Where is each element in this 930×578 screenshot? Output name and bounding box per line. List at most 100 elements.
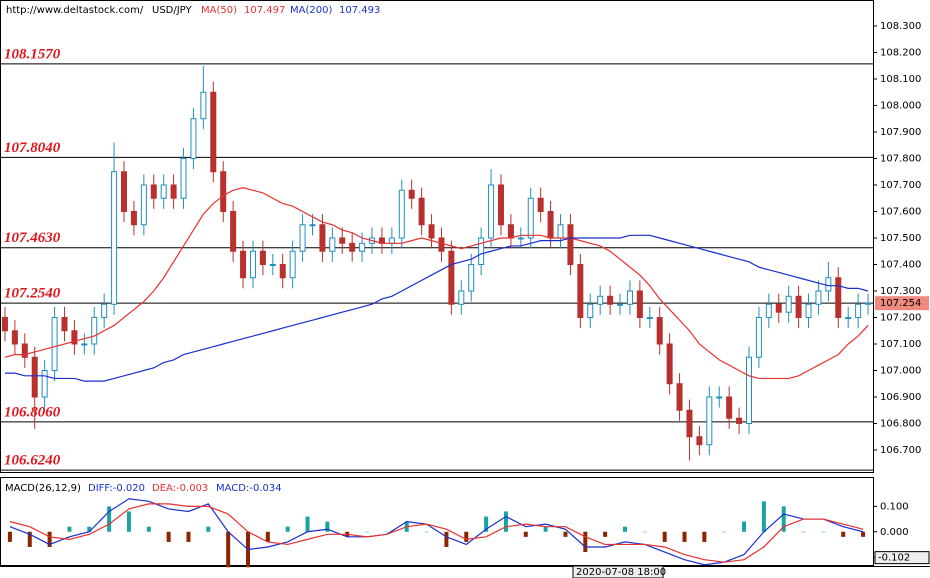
candle-body <box>716 396 723 399</box>
macd-bar <box>305 516 310 532</box>
macd-line <box>9 498 864 566</box>
macd-bar <box>742 521 747 532</box>
candle-body <box>865 302 872 305</box>
candle-body <box>478 237 485 265</box>
candle-body <box>468 263 475 292</box>
macd-bar <box>821 531 826 533</box>
price-tag <box>875 296 929 311</box>
macd-bar <box>503 511 508 532</box>
candle-body <box>626 290 633 305</box>
candle-body <box>567 224 574 265</box>
macd-bar <box>603 531 608 537</box>
macd-bar <box>702 531 707 542</box>
y-tick-label: 107.000 <box>880 365 921 376</box>
candle-body <box>408 189 415 199</box>
candle-body <box>736 417 743 425</box>
candle-body <box>785 295 792 313</box>
candle-body <box>795 295 802 318</box>
y-tick-label: 107.300 <box>880 286 921 297</box>
macd-bar <box>682 531 687 542</box>
macd-bar <box>265 531 270 542</box>
candle-body <box>230 210 237 252</box>
candle-body <box>428 224 435 239</box>
macd-bar <box>761 501 766 532</box>
candle-body <box>61 316 68 332</box>
candle-body <box>398 189 405 239</box>
y-tick-label: 108.300 <box>880 21 921 32</box>
candle-body <box>240 250 247 279</box>
time-cursor-box <box>572 565 664 578</box>
candle-body <box>458 290 465 305</box>
level-label: 106.6240 <box>4 453 61 469</box>
y-tick-label: 107.800 <box>880 153 921 164</box>
y-tick-label: 108.200 <box>880 47 921 58</box>
candle-body <box>319 224 326 252</box>
candle-body <box>676 383 683 411</box>
candle-body <box>259 250 266 265</box>
y-tick-label: 108.100 <box>880 74 921 85</box>
candle-body <box>200 91 207 120</box>
macd-bar <box>722 531 727 533</box>
candle-body <box>160 184 167 199</box>
candle-body <box>101 303 108 318</box>
level-label: 107.8040 <box>4 140 61 156</box>
level-label: 108.1570 <box>4 46 61 62</box>
macd-bar <box>841 531 846 537</box>
macd-bar <box>325 521 330 532</box>
candle-body <box>170 184 177 199</box>
legend-label: DEA:-0.003 <box>152 483 208 494</box>
candle-body <box>438 237 445 252</box>
candle-body <box>91 316 98 345</box>
y-tick-label: 107.100 <box>880 339 921 350</box>
candle-body <box>329 237 336 252</box>
candle-body <box>289 250 296 279</box>
candle-body <box>755 316 762 358</box>
source: http://www.deltastock.com/ <box>6 5 144 16</box>
candle-body <box>617 303 624 306</box>
legend-value: 107.497 <box>244 5 285 16</box>
candle-body <box>279 263 286 279</box>
macd-bar <box>87 526 92 532</box>
y-tick-label: 107.200 <box>880 312 921 323</box>
candle-body <box>825 277 832 292</box>
candle-body <box>706 396 713 446</box>
macd-title: MACD(26,12,9) <box>5 483 81 494</box>
macd-bar <box>7 531 12 542</box>
candle-body <box>666 343 673 385</box>
candle-body <box>140 184 147 226</box>
macd-bar <box>484 516 489 532</box>
macd-bar <box>861 531 866 537</box>
candle-body <box>765 303 772 318</box>
candle-body <box>636 290 643 318</box>
candle-body <box>249 250 256 279</box>
macd-bar <box>781 506 786 532</box>
symbol: USD/JPY <box>152 5 192 16</box>
ma-line <box>4 234 869 382</box>
candle-body <box>607 295 614 305</box>
candle-body <box>121 171 128 212</box>
macd-bar <box>801 531 806 533</box>
macd-bar <box>543 526 548 532</box>
legend-label: MACD:-0.034 <box>216 483 282 494</box>
y-tick-label: 107.900 <box>880 127 921 138</box>
y-tick-label: 107.600 <box>880 206 921 217</box>
candle-body <box>150 184 157 199</box>
time-cursor: 2020-07-08 18:00 <box>576 567 666 578</box>
cursor-value-box <box>874 551 930 565</box>
candle-body <box>587 303 594 318</box>
candle-body <box>557 224 564 239</box>
legend-label: MA(200) <box>290 5 332 16</box>
candle-body <box>597 295 604 305</box>
legend-label: MA(50) <box>201 5 237 16</box>
candle-body <box>845 316 852 319</box>
candle-body <box>527 197 534 239</box>
candle-body <box>269 263 276 266</box>
candle-body <box>111 171 118 305</box>
candle-body <box>646 316 653 319</box>
y-tick-label: 0.100 <box>880 501 909 512</box>
macd-bar <box>662 531 667 542</box>
macd-bar <box>186 531 191 542</box>
candle-body <box>726 396 733 419</box>
macd-bar <box>444 531 449 547</box>
